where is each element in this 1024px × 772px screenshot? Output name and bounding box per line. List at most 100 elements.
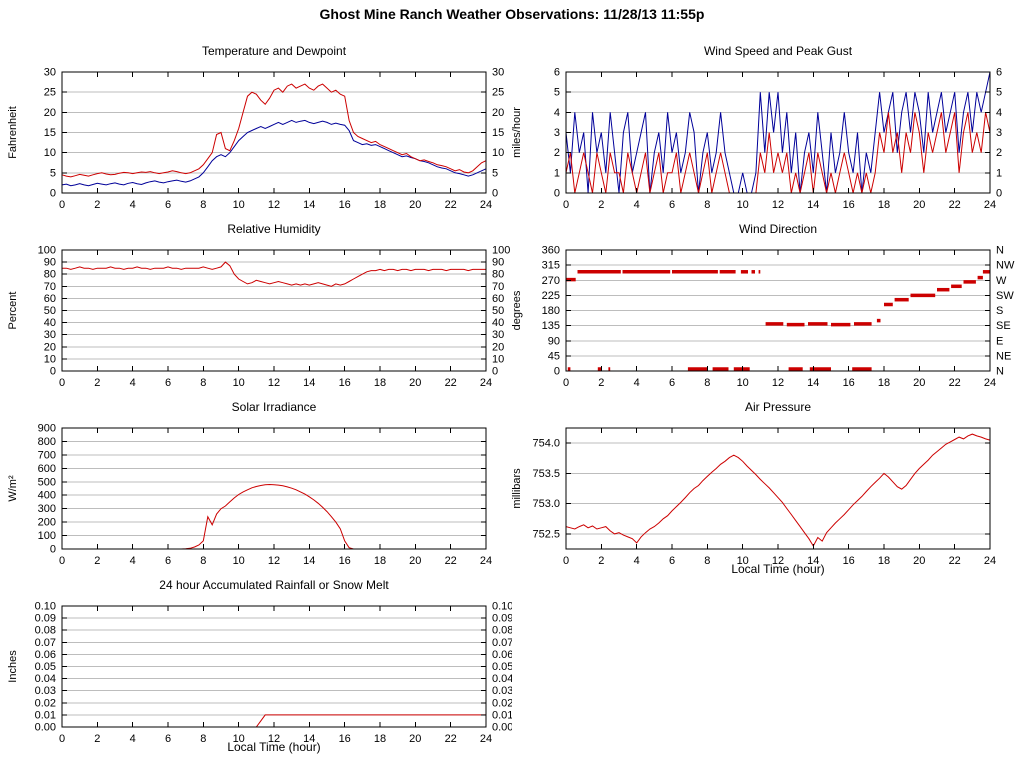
svg-text:700: 700 (38, 449, 56, 461)
svg-text:0: 0 (59, 199, 65, 211)
svg-text:20: 20 (409, 199, 421, 211)
svg-text:90: 90 (548, 335, 560, 347)
svg-text:8: 8 (200, 733, 206, 745)
svg-text:80: 80 (492, 269, 504, 281)
svg-text:NW: NW (996, 260, 1015, 272)
svg-text:E: E (996, 335, 1003, 347)
svg-text:12: 12 (268, 377, 280, 389)
svg-text:18: 18 (374, 377, 386, 389)
svg-text:0.01: 0.01 (35, 709, 56, 721)
svg-text:360: 360 (542, 245, 560, 257)
svg-text:8: 8 (704, 199, 710, 211)
svg-text:6: 6 (669, 199, 675, 211)
svg-text:30: 30 (492, 67, 504, 79)
svg-text:W: W (996, 275, 1007, 287)
x-axis-label: Local Time (hour) (227, 740, 321, 754)
svg-text:3: 3 (554, 127, 560, 139)
svg-text:18: 18 (878, 377, 890, 389)
svg-text:0.10: 0.10 (35, 601, 56, 613)
svg-text:5: 5 (554, 87, 560, 99)
svg-text:22: 22 (949, 199, 961, 211)
svg-text:24: 24 (480, 555, 492, 567)
svg-text:10: 10 (233, 199, 245, 211)
svg-text:4: 4 (130, 199, 136, 211)
svg-text:W/m²: W/m² (7, 475, 19, 502)
page-title: Ghost Mine Ranch Weather Observations: 1… (319, 6, 705, 22)
chart-title: Relative Humidity (227, 222, 321, 236)
svg-text:N: N (996, 366, 1004, 378)
svg-text:16: 16 (339, 199, 351, 211)
svg-text:Inches: Inches (7, 650, 19, 683)
svg-text:6: 6 (165, 199, 171, 211)
svg-text:NE: NE (996, 350, 1011, 362)
x-axis-label: Local Time (hour) (731, 562, 825, 576)
svg-text:270: 270 (542, 275, 560, 287)
chart-title: Solar Irradiance (231, 400, 317, 414)
svg-text:20: 20 (913, 199, 925, 211)
chart-title: Wind Speed and Peak Gust (703, 44, 853, 58)
svg-text:15: 15 (44, 127, 56, 139)
svg-text:22: 22 (949, 377, 961, 389)
svg-text:20: 20 (913, 377, 925, 389)
svg-text:100: 100 (38, 530, 56, 542)
chart-wind-speed: Wind Speed and Peak Gust 0 2 4 6 8 10 12 14 16 18… (504, 38, 1016, 238)
svg-text:60: 60 (44, 293, 56, 305)
svg-text:2: 2 (94, 199, 100, 211)
svg-text:12: 12 (268, 733, 280, 745)
rainfall-plot: 0 2 4 6 8 10 12 14 16 18 20 22 240.00 0.000.01 0.010.0… (7, 601, 512, 746)
svg-text:90: 90 (44, 257, 56, 269)
svg-text:Fahrenheit: Fahrenheit (7, 106, 19, 159)
svg-text:135: 135 (542, 320, 560, 332)
svg-text:6: 6 (996, 67, 1002, 79)
svg-text:0: 0 (492, 188, 498, 200)
svg-text:2: 2 (996, 147, 1002, 159)
svg-text:10: 10 (233, 555, 245, 567)
svg-text:6: 6 (554, 67, 560, 79)
svg-text:0.00: 0.00 (35, 722, 56, 734)
svg-text:0: 0 (563, 199, 569, 211)
svg-text:40: 40 (44, 317, 56, 329)
solar-irradiance-plot: 0 2 4 6 8 10 12 14 16 18 20 22 240100200300400500600… (7, 423, 492, 568)
svg-text:50: 50 (492, 305, 504, 317)
svg-text:22: 22 (445, 555, 457, 567)
chart-rainfall: 24 hour Accumulated Rainfall or Snow Mel… (0, 572, 512, 772)
svg-text:600: 600 (38, 463, 56, 475)
svg-text:0.04: 0.04 (35, 673, 56, 685)
svg-text:Percent: Percent (7, 292, 19, 330)
svg-text:0.03: 0.03 (492, 685, 512, 697)
svg-text:0.06: 0.06 (492, 649, 512, 661)
chart-title: Temperature and Dewpoint (201, 44, 347, 58)
svg-text:0: 0 (492, 366, 498, 378)
svg-text:0.02: 0.02 (35, 697, 56, 709)
svg-text:4: 4 (634, 199, 640, 211)
svg-text:2: 2 (598, 199, 604, 211)
svg-text:14: 14 (303, 733, 315, 745)
svg-text:8: 8 (704, 377, 710, 389)
svg-text:8: 8 (704, 555, 710, 567)
svg-text:25: 25 (44, 87, 56, 99)
svg-text:10: 10 (492, 353, 504, 365)
svg-text:24: 24 (984, 199, 996, 211)
svg-text:6: 6 (165, 555, 171, 567)
svg-text:752.5: 752.5 (532, 528, 560, 540)
chart-wind-direction: Wind Direction 0 2 4 6 8 10 12 14 16 18 20 22 24 0 N 45… (504, 216, 1016, 416)
svg-text:0: 0 (59, 733, 65, 745)
svg-text:12: 12 (268, 555, 280, 567)
svg-text:4: 4 (996, 107, 1002, 119)
chart-title: 24 hour Accumulated Rainfall or Snow Mel… (159, 578, 389, 592)
svg-text:SW: SW (996, 290, 1014, 302)
svg-text:18: 18 (374, 199, 386, 211)
svg-text:0.02: 0.02 (492, 697, 512, 709)
svg-text:4: 4 (634, 377, 640, 389)
svg-text:10: 10 (737, 555, 749, 567)
svg-text:25: 25 (492, 87, 504, 99)
svg-text:5: 5 (492, 167, 498, 179)
svg-text:800: 800 (38, 436, 56, 448)
svg-text:14: 14 (807, 555, 819, 567)
svg-text:0: 0 (59, 555, 65, 567)
svg-text:0: 0 (50, 366, 56, 378)
svg-text:0.01: 0.01 (492, 709, 512, 721)
svg-text:10: 10 (233, 377, 245, 389)
